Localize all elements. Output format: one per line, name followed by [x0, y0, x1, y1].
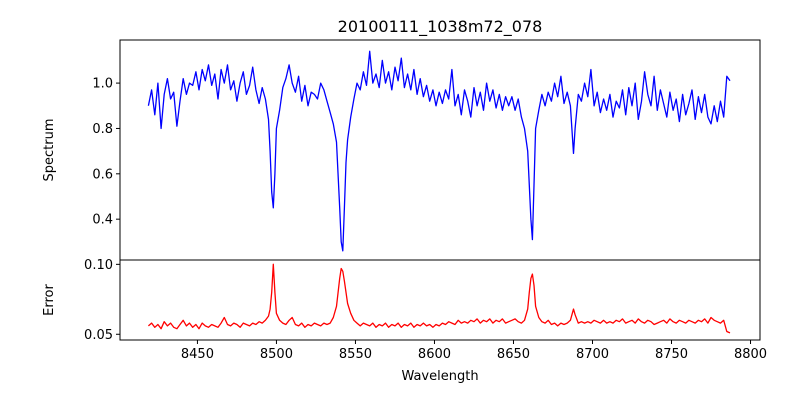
y-axis-label-spectrum: Spectrum	[42, 119, 57, 182]
error-y-tick-label: 0.10	[84, 258, 113, 273]
x-tick-label: 8700	[576, 347, 609, 362]
x-tick-label: 8500	[260, 347, 293, 362]
chart-title: 20100111_1038m72_078	[338, 17, 543, 37]
spectrum-y-tick-label: 0.8	[92, 122, 113, 137]
spectrum-y-tick-label: 0.4	[92, 213, 113, 228]
x-tick-label: 8800	[734, 347, 767, 362]
spectrum-axes-frame	[119, 39, 761, 261]
x-tick-label: 8600	[418, 347, 451, 362]
error-axes-frame	[119, 259, 761, 341]
spectrum-y-tick-label: 1.0	[92, 77, 113, 92]
x-tick-label: 8550	[339, 347, 372, 362]
x-tick-label: 8750	[655, 347, 688, 362]
x-tick-label: 8650	[497, 347, 530, 362]
x-tick-label: 8450	[181, 347, 214, 362]
y-axis-label-error: Error	[42, 284, 57, 316]
x-axis-label: Wavelength	[401, 369, 478, 384]
error-line	[147, 263, 731, 334]
spectrum-y-tick-label: 0.6	[92, 167, 113, 182]
error-y-tick-label: 0.05	[84, 328, 113, 343]
spectrum-line	[147, 50, 731, 252]
